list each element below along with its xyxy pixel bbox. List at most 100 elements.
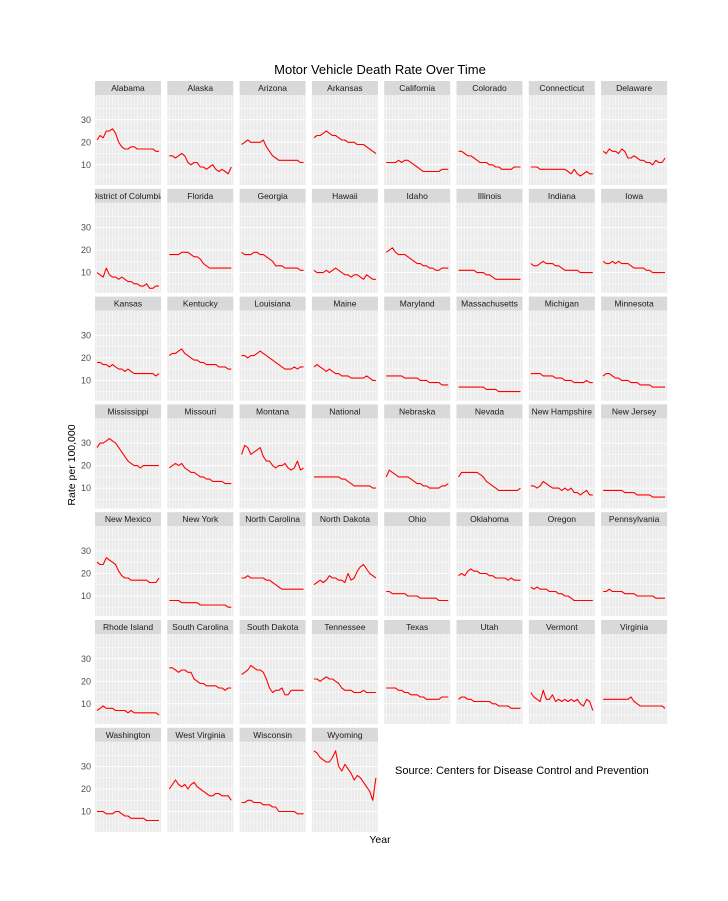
y-tick-label: 10 [81,160,91,170]
y-tick-label: 10 [81,807,91,817]
series-line-new-york [169,599,232,608]
facet-panel-north-carolina: North Carolina [239,512,306,617]
facet-panel-district-of-columbia: District of Columbia 10 20 30 [81,188,161,293]
facet-label: Montana [256,406,289,416]
facet-strip [601,81,668,95]
facet-strip [384,512,451,527]
facet-panel-hawaii: Hawaii [311,188,378,293]
facet-panel-montana: Montana [239,404,306,509]
facet-panel-alabama: Alabama 10 20 30 [81,81,161,185]
facet-label: Illinois [478,191,502,201]
facet-label: Utah [481,622,499,632]
y-tick-label: 10 [81,483,91,493]
facet-panel-north-dakota: North Dakota [311,512,378,617]
facet-strip [167,620,234,634]
series-line-oregon [530,586,593,602]
series-line-new-hampshire [530,480,593,496]
facet-label: Washington [106,730,151,740]
facet-panel-new-hampshire: New Hampshire [528,404,595,509]
series-line-kansas [97,361,160,377]
facet-label: Nevada [475,406,505,416]
facet-strip [239,404,306,419]
facet-panel-national: National [311,404,378,509]
facet-label: Maryland [400,299,435,309]
facet-panel-tennessee: Tennessee [311,620,378,724]
series-line-alaska [169,152,232,175]
facet-panel-connecticut: Connecticut [528,81,595,185]
facet-panel-new-york: New York [167,512,234,617]
facet-strip [239,727,306,742]
facet-strip [95,620,161,634]
facet-strip [456,296,523,311]
facet-label: Oregon [548,514,577,524]
facet-panel-arkansas: Arkansas [311,81,378,185]
series-line-south-carolina [169,667,232,691]
series-line-indiana [530,260,593,274]
facet-strip [167,727,234,742]
series-line-pennsylvania [603,588,666,599]
series-line-california [386,159,449,173]
facet-strip [95,512,161,527]
facet-strip [167,81,234,95]
y-axis-title: Rate per 100,000 [66,424,78,505]
facet-panel-alaska: Alaska [167,81,234,185]
series-line-maine [313,364,376,381]
facet-strip [456,620,523,634]
facet-strip [239,188,306,203]
facet-strip [601,296,668,311]
facet-label: Alaska [188,83,214,93]
facet-panel-virginia: Virginia [601,620,668,724]
facet-strip [95,727,161,742]
facet-label: Kansas [114,299,142,309]
facet-label: Iowa [625,191,643,201]
series-line-connecticut [530,166,593,177]
chart-title: Motor Vehicle Death Rate Over Time [274,62,486,77]
facet-panel-texas: Texas [384,620,451,724]
facet-label: Maine [333,299,356,309]
facet-label: Texas [406,622,428,632]
facet-strip [167,296,234,311]
facet-strip [384,620,451,634]
y-tick-label: 30 [81,438,91,448]
facet-panel-michigan: Michigan [528,296,595,401]
series-line-montana [241,444,304,471]
facet-label: New Hampshire [532,406,593,416]
series-line-ohio [386,590,449,602]
facet-strip [601,620,668,634]
facet-strip [239,81,306,95]
facet-label: New Mexico [105,514,152,524]
series-line-missouri [168,462,232,485]
facet-panel-pennsylvania: Pennsylvania [601,512,668,617]
facet-strip [311,727,378,742]
facet-label: Tennessee [324,622,365,632]
facet-label: South Dakota [247,622,299,632]
series-line-delaware [602,148,666,166]
facet-panel-west-virginia: West Virginia [167,727,234,832]
facet-panel-kansas: Kansas 10 20 30 [81,296,161,401]
facet-panel-delaware: Delaware [601,81,668,185]
series-line-minnesota [602,373,666,388]
y-tick-label: 10 [81,591,91,601]
series-line-colorado [458,150,521,170]
y-tick-label: 20 [81,568,91,578]
facet-label: Kentucky [183,299,219,309]
facet-strip [456,512,523,527]
facet-strip [311,512,378,527]
facet-strip [311,620,378,634]
facet-strip [528,188,595,203]
facet-label: Wisconsin [253,730,292,740]
facet-label: Mississippi [107,406,148,416]
facet-label: Indiana [548,191,576,201]
series-line-nevada [458,471,521,491]
facet-panel-nevada: Nevada [456,404,523,509]
series-line-utah [458,696,521,709]
series-line-maryland [386,375,449,386]
y-tick-label: 30 [81,546,91,556]
facet-label: Alabama [111,83,145,93]
facet-panels: Alabama 10 20 30 Alaska Arizona Arkansas Califo… [81,81,668,832]
facet-panel-rhode-island: Rhode Island 10 20 30 [81,620,161,724]
facet-label: Pennsylvania [609,514,660,524]
facet-panel-wisconsin: Wisconsin [239,727,306,832]
series-line-west-virginia [168,779,232,801]
facet-panel-vermont: Vermont [528,620,595,724]
